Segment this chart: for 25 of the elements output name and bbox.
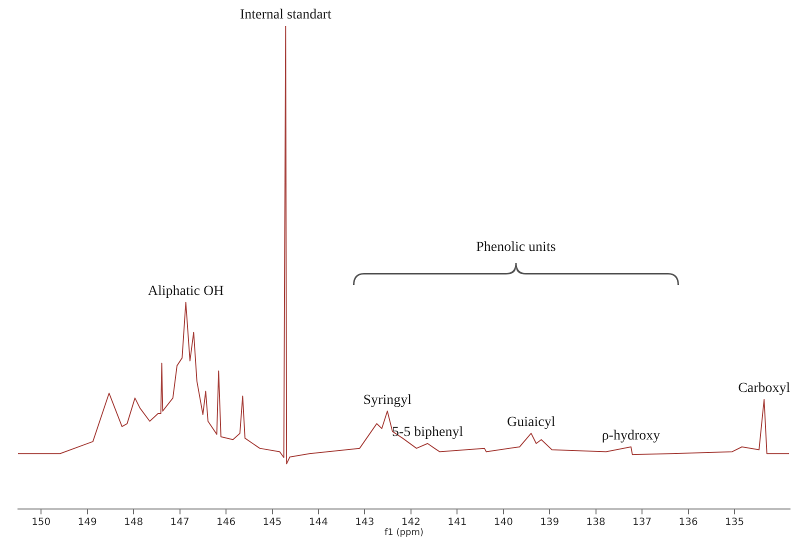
- x-tick-label: 150: [32, 516, 51, 528]
- annotation: Aliphatic OH: [148, 284, 224, 300]
- x-tick-label: 139: [540, 516, 560, 528]
- annotation: Carboxyl: [738, 381, 790, 396]
- x-tick-label: 148: [124, 516, 144, 528]
- annotation: Phenolic units: [475, 238, 557, 257]
- annotation: Internal standart: [240, 8, 332, 23]
- x-tick-label: 140: [494, 516, 513, 528]
- x-tick-label: 135: [724, 516, 744, 528]
- x-tick-label: 141: [448, 516, 467, 528]
- x-tick-label: 146: [216, 516, 236, 528]
- x-tick-label: 136: [678, 516, 698, 528]
- x-tick-label: 147: [170, 516, 190, 528]
- annotation: 5-5 biphenyl: [392, 425, 464, 440]
- x-tick-label: 149: [78, 516, 97, 528]
- x-tick-label: 145: [262, 516, 282, 528]
- x-tick-label: 142: [401, 516, 420, 528]
- x-axis-title: f1 (ppm): [384, 528, 424, 538]
- annotation: Guiaicyl: [507, 415, 556, 430]
- annotation: Syringyl: [363, 392, 412, 408]
- x-tick-label: 138: [586, 516, 606, 528]
- x-tick-label: 144: [308, 516, 328, 528]
- x-tick-label: 143: [355, 516, 374, 528]
- x-tick-label: 137: [632, 516, 652, 528]
- annotation: ρ-hydroxy: [602, 428, 660, 444]
